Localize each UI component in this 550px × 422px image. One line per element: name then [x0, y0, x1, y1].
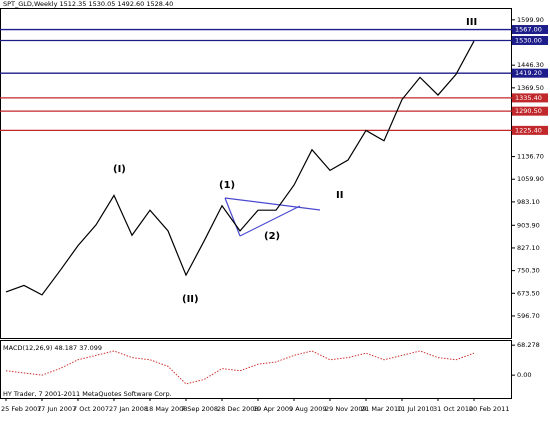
- wave-label: (2): [264, 231, 280, 242]
- level-label: 1290.50: [515, 107, 542, 115]
- x-tick-label: 11 Jul 2010: [397, 405, 434, 413]
- trend-line: [224, 197, 241, 237]
- x-tick-label: 31 Oct 2010: [433, 405, 473, 413]
- x-tick-label: 18 May 2008: [145, 405, 187, 413]
- y-tick-label: 750.30: [517, 267, 540, 275]
- level-label: 1419.20: [515, 69, 542, 77]
- y-tick-label: 1136.70: [517, 153, 544, 161]
- y-tick-label: 0.00: [517, 371, 531, 379]
- x-tick-label: 9 Aug 2009: [289, 405, 327, 413]
- level-box: [512, 125, 548, 135]
- level-box: [512, 106, 548, 116]
- level-box: [512, 25, 548, 35]
- wave-label: (II): [182, 294, 199, 305]
- level-box: [512, 93, 548, 103]
- price-frame: [0, 8, 512, 339]
- x-tick-label: 21 Mar 2010: [361, 405, 402, 413]
- macd-frame: [0, 340, 512, 399]
- level-label: 1335.40: [515, 94, 542, 102]
- y-tick-label: 1599.90: [517, 16, 544, 24]
- x-tick-label: 27 Jan 2008: [109, 405, 148, 413]
- wave-label: (I): [113, 164, 126, 175]
- y-tick-label: 827.10: [517, 244, 540, 252]
- x-tick-label: 7 Sep 2008: [181, 405, 218, 413]
- y-tick-label: 1369.50: [517, 84, 544, 92]
- macd-signal: [5, 350, 475, 385]
- x-tick-label: 17 Jun 2007: [37, 405, 76, 413]
- chart-header: SPT_GLD,Weekly 1512.35 1530.05 1492.60 1…: [3, 0, 173, 8]
- y-tick-label: 1059.90: [517, 175, 544, 183]
- y-tick-label: 983.10: [517, 198, 540, 206]
- level-label: 1225.40: [515, 126, 542, 134]
- macd-title: MACD(12,26,9) 48.187 37.099: [3, 344, 102, 352]
- y-tick-label: 68.278: [517, 341, 540, 349]
- x-tick-label: 28 Dec 2008: [217, 405, 259, 413]
- level-label: 1530.00: [515, 36, 542, 44]
- y-tick-label: 673.50: [517, 289, 540, 297]
- footer: HY Trader, 7 2001-2011 MetaQuotes Softwa…: [3, 390, 172, 398]
- level-box: [512, 68, 548, 78]
- y-tick-label: 903.90: [517, 221, 540, 229]
- wave-label: III: [466, 17, 477, 28]
- x-tick-label: 25 Feb 2007: [1, 405, 41, 413]
- trend-line: [239, 205, 301, 237]
- wave-label: (1): [219, 180, 235, 191]
- y-tick-label: 1446.30: [517, 61, 544, 69]
- x-tick-label: 20 Feb 2011: [469, 405, 509, 413]
- price-line: [5, 40, 475, 296]
- wave-label: II: [336, 190, 343, 201]
- x-tick-label: 19 Apr 2009: [253, 405, 293, 413]
- level-box: [512, 35, 548, 45]
- x-tick-label: 29 Nov 2009: [325, 405, 367, 413]
- trend-line: [224, 197, 321, 211]
- x-tick-label: 7 Oct 2007: [73, 405, 109, 413]
- y-tick-label: 596.70: [517, 312, 540, 320]
- level-label: 1567.00: [515, 26, 542, 34]
